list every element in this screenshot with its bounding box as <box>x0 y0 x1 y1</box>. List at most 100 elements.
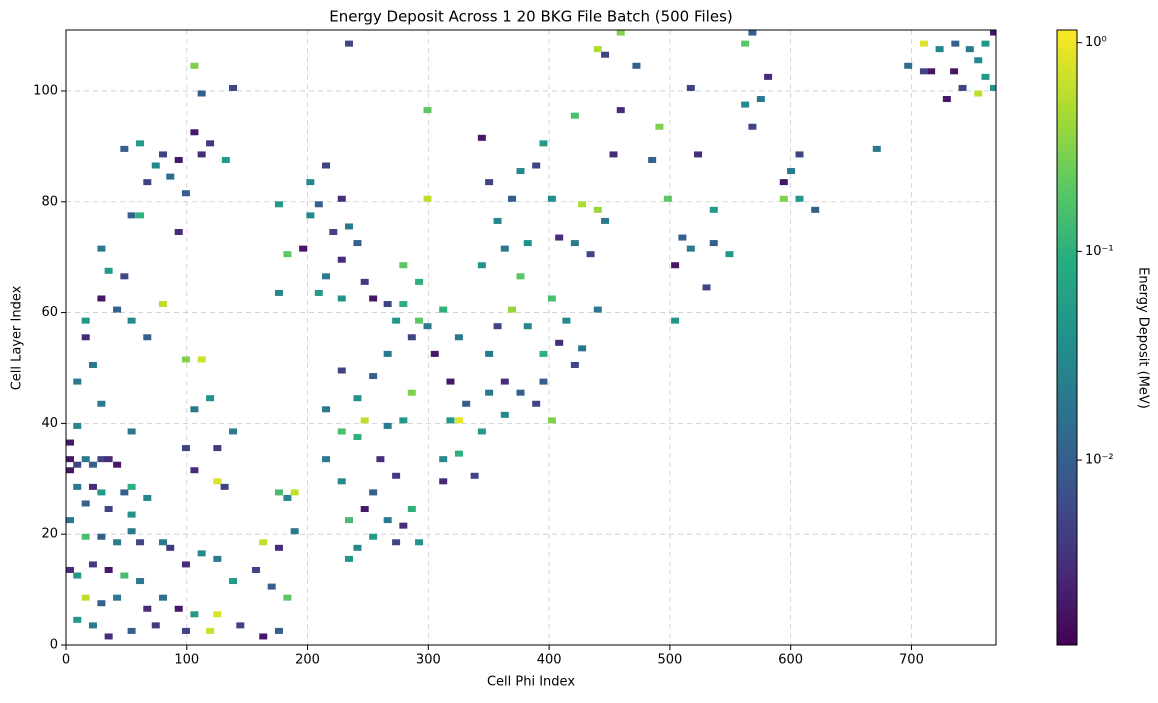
heatmap-cell <box>376 456 385 463</box>
heatmap-cell <box>407 334 416 341</box>
heatmap-cell <box>73 378 82 385</box>
heatmap-cell <box>267 583 276 590</box>
heatmap-cell <box>709 240 718 247</box>
heatmap-cell <box>190 611 199 618</box>
heatmap-cell <box>127 627 136 634</box>
heatmap-cell <box>500 411 509 418</box>
heatmap-cell <box>197 151 206 158</box>
heatmap-cell <box>190 406 199 413</box>
heatmap-cell <box>547 417 556 424</box>
heatmap-cell <box>430 350 439 357</box>
colorbar <box>1056 29 1078 646</box>
heatmap-cell <box>454 417 463 424</box>
heatmap-cell <box>383 301 392 308</box>
heatmap-cell <box>764 73 773 80</box>
heatmap-cell <box>523 240 532 247</box>
heatmap-cell <box>337 295 346 302</box>
heatmap-cell <box>508 195 517 202</box>
heatmap-cell <box>779 179 788 186</box>
heatmap-cell <box>306 212 315 219</box>
heatmap-cell <box>113 306 122 313</box>
heatmap-cell <box>221 156 230 163</box>
heatmap-cell <box>337 195 346 202</box>
heatmap-cell <box>166 173 175 180</box>
heatmap-cell <box>143 334 152 341</box>
heatmap-cell <box>229 428 238 435</box>
heatmap-cell <box>369 295 378 302</box>
heatmap-cell <box>174 605 183 612</box>
heatmap-cell <box>136 140 145 147</box>
heatmap-cell <box>609 151 618 158</box>
heatmap-cell <box>174 156 183 163</box>
heatmap-cell <box>81 456 90 463</box>
heatmap-cell <box>678 234 687 241</box>
heatmap-cell <box>73 572 82 579</box>
heatmap-cell <box>97 245 106 252</box>
heatmap-cell <box>229 84 238 91</box>
heatmap-cell <box>97 489 106 496</box>
heatmap-cell <box>415 539 424 546</box>
heatmap-cell <box>252 566 260 573</box>
heatmap-cell <box>120 489 129 496</box>
heatmap-cell <box>811 206 820 213</box>
heatmap-cell <box>329 229 338 235</box>
heatmap-cell <box>259 633 268 640</box>
heatmap-cell <box>104 267 113 274</box>
heatmap-cell <box>508 306 517 313</box>
heatmap-cell <box>345 517 353 524</box>
heatmap-cell <box>725 251 734 258</box>
heatmap-cell <box>532 162 541 169</box>
heatmap-cell <box>523 323 532 330</box>
heatmap-cell <box>322 406 331 413</box>
heatmap-cell <box>965 46 974 53</box>
x-tick-label: 300 <box>416 653 441 668</box>
heatmap-cell <box>586 251 595 258</box>
x-tick-label: 500 <box>657 653 682 668</box>
heatmap-cell <box>159 539 167 546</box>
heatmap-cell <box>578 345 587 352</box>
heatmap-cell <box>942 96 951 103</box>
heatmap-cell <box>439 478 448 485</box>
heatmap-cell <box>97 456 106 463</box>
heatmap-cell <box>360 278 369 285</box>
heatmap-cell <box>423 107 432 114</box>
heatmap-cell <box>299 245 308 252</box>
colorbar-tick-label: 10⁻² <box>1085 453 1114 468</box>
heatmap-cell <box>274 627 283 634</box>
heatmap-cell <box>709 206 718 213</box>
x-tick-label: 200 <box>295 653 320 668</box>
heatmap-cell <box>88 361 97 368</box>
heatmap-cell <box>88 622 97 629</box>
heatmap-cell <box>181 356 190 363</box>
heatmap-cell <box>399 522 408 529</box>
heatmap-cell <box>399 262 408 269</box>
heatmap-cell <box>353 395 362 402</box>
heatmap-cell <box>290 489 299 496</box>
heatmap-cell <box>81 500 90 507</box>
colorbar-tick-label: 10⁰ <box>1085 35 1107 50</box>
heatmap-cell <box>439 456 448 463</box>
heatmap-cell <box>306 179 315 186</box>
heatmap-cell <box>989 84 996 91</box>
heatmap-cell <box>702 284 711 291</box>
heatmap-cell <box>407 506 416 513</box>
heatmap-cell <box>181 190 190 197</box>
heatmap-cell <box>274 544 283 551</box>
heatmap-cell <box>477 262 486 269</box>
heatmap-cell <box>236 622 245 629</box>
heatmap-cell <box>143 494 152 501</box>
heatmap-cell <box>570 112 579 119</box>
y-tick-label: 40 <box>41 416 58 431</box>
heatmap-cell <box>206 140 215 147</box>
heatmap-cell <box>989 30 996 36</box>
heatmap-cell <box>322 273 331 280</box>
heatmap-cell <box>570 240 579 247</box>
heatmap-cell <box>88 483 97 490</box>
heatmap-cell <box>562 317 571 324</box>
heatmap-cell <box>290 528 299 535</box>
heatmap-cell <box>104 566 113 573</box>
heatmap-cell <box>383 517 392 524</box>
x-tick-label: 0 <box>62 653 70 668</box>
heatmap-cell <box>655 123 664 130</box>
heatmap-cell <box>360 506 369 513</box>
